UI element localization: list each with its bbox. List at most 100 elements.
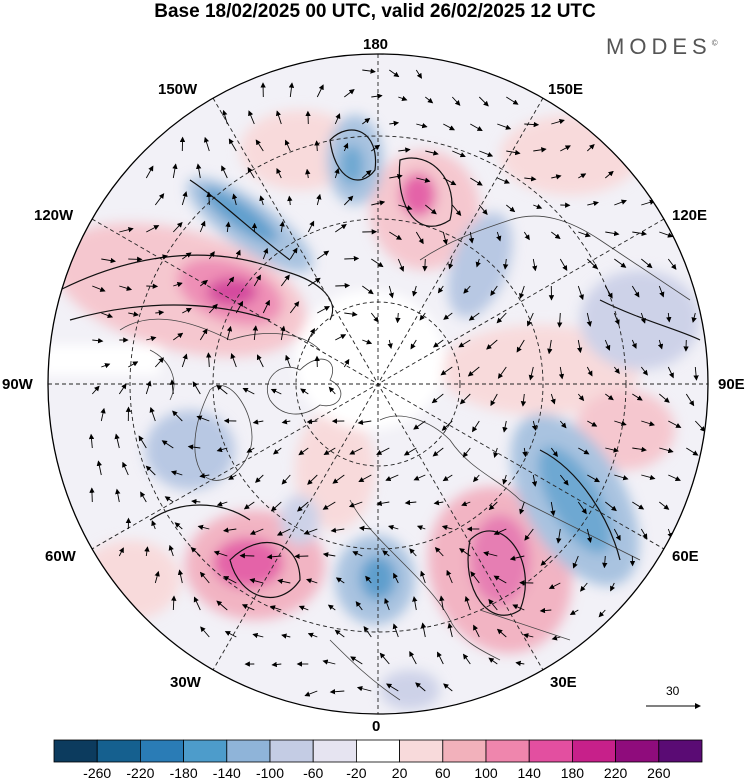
wind-vector (199, 328, 208, 341)
wind-vector (317, 306, 330, 314)
wind-vector (305, 168, 311, 179)
color-scale-tick-label: -20 (346, 765, 367, 781)
wind-vector (559, 474, 569, 486)
wind-vector (225, 221, 231, 233)
wind-vector (586, 143, 595, 152)
wind-vector (182, 307, 192, 314)
wind-vector (145, 380, 152, 395)
wind-vector (443, 312, 453, 320)
wind-vector (559, 420, 567, 429)
color-scale-swatch (140, 739, 185, 763)
wind-vector (376, 500, 390, 506)
wind-vector (409, 548, 417, 557)
wind-vector (522, 633, 534, 639)
wind-vector (667, 366, 674, 379)
wind-vector (253, 274, 261, 287)
wind-vector (425, 204, 437, 215)
wind-vector (472, 420, 480, 433)
wind-vector (452, 150, 466, 158)
graticule (48, 54, 708, 714)
wind-vector (693, 366, 699, 381)
wind-vector (586, 366, 593, 377)
wind-vector (228, 474, 237, 480)
wind-vector (275, 110, 282, 125)
wind-vector (497, 177, 510, 184)
wind-vector (172, 410, 183, 422)
wind-vector (303, 528, 318, 535)
wind-vector (415, 231, 424, 245)
wind-vector (437, 651, 444, 665)
wind-vector (686, 447, 699, 456)
wind-vector (397, 258, 405, 272)
wind-vector (533, 147, 547, 153)
wind-vector (540, 555, 552, 566)
wind-vector (362, 285, 374, 295)
wind-vector (187, 444, 201, 450)
wind-vector (270, 388, 282, 395)
wind-vector (259, 195, 265, 206)
wind-vector (140, 491, 147, 503)
wind-vector (252, 632, 264, 639)
wind-vector (451, 204, 462, 216)
wind-vector (531, 474, 538, 487)
color-scale-swatch (615, 739, 660, 763)
wind-vector (578, 231, 591, 238)
wind-vector (357, 419, 372, 425)
wind-vector (506, 204, 516, 213)
wind-vector (300, 388, 309, 395)
wind-vector (118, 383, 127, 395)
wind-vector (598, 609, 606, 618)
wind-vector (587, 474, 600, 483)
wind-vector (473, 474, 480, 483)
wind-vector (497, 366, 507, 379)
wind-vector (154, 357, 164, 368)
wind-vector (334, 168, 340, 179)
wind-vector (223, 527, 237, 533)
wind-vector (432, 447, 444, 457)
wind-vector (243, 501, 255, 510)
wind-vector (569, 609, 579, 615)
wind-vector (463, 285, 471, 294)
wind-vector (235, 300, 244, 314)
wind-vector (533, 204, 543, 210)
wind-vector (668, 420, 682, 428)
wind-vector (256, 354, 264, 368)
wind-vector (640, 312, 646, 324)
wind-vector (221, 165, 228, 179)
wind-vector (640, 366, 648, 376)
wind-vector (586, 258, 598, 270)
wind-vector (149, 406, 156, 422)
wind-vector (539, 607, 552, 614)
wind-vector (437, 285, 444, 294)
wind-vector (524, 528, 534, 541)
wind-vector (475, 258, 481, 268)
wind-vector (335, 223, 347, 233)
wind-vector (659, 447, 674, 454)
wind-vector (459, 393, 471, 405)
wind-vector (200, 279, 209, 287)
wind-vector (694, 420, 706, 432)
wind-vector (443, 177, 457, 186)
wind-vector (173, 282, 183, 288)
wind-vector (496, 312, 507, 324)
wind-vector (370, 312, 379, 323)
wind-vector (512, 604, 525, 611)
lon-label-30w: 30W (170, 674, 201, 691)
wind-vector (586, 312, 592, 327)
wind-vector (610, 582, 615, 592)
wind-vector (415, 69, 422, 79)
wind-vector (230, 353, 237, 368)
wind-vector (502, 420, 508, 433)
wind-vector (208, 251, 215, 260)
wind-vector (308, 277, 321, 287)
wind-vector (668, 474, 681, 481)
wind-vector (332, 474, 345, 484)
wind-vector (446, 569, 453, 584)
wind-vector (371, 93, 383, 99)
wind-vector (425, 150, 439, 156)
brand-logo: MODES© (606, 34, 718, 59)
wind-vector (577, 501, 587, 515)
color-scale-tick-label: -180 (169, 765, 198, 781)
wind-vector (478, 204, 488, 215)
lon-label-150e: 150E (548, 81, 584, 98)
